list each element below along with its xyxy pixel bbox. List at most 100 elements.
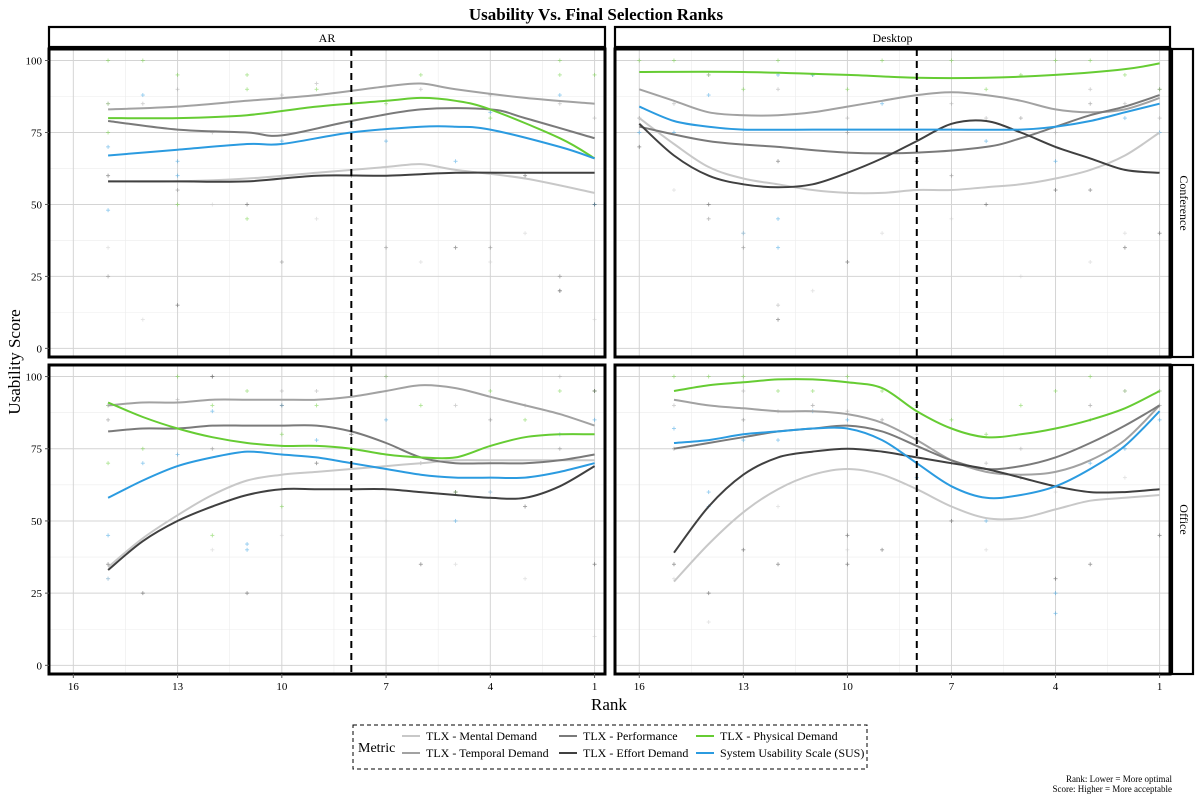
facet-strip-label: Desktop — [873, 31, 913, 45]
data-point-effort — [1157, 231, 1162, 236]
data-point-temporal — [1018, 446, 1023, 451]
data-point-effort — [592, 202, 597, 207]
legend-item-temporal: TLX - Temporal Demand — [402, 746, 549, 760]
data-point-effort — [592, 388, 597, 393]
data-point-sus — [776, 216, 781, 221]
x-tick-label: 7 — [383, 681, 389, 693]
data-point-physical — [314, 403, 319, 408]
data-point-performance — [384, 245, 389, 250]
y-tick-label: 100 — [26, 56, 43, 68]
legend-label: TLX - Effort Demand — [583, 746, 688, 760]
series-line-mental — [638, 117, 1161, 195]
data-point-physical — [245, 72, 250, 77]
data-point-effort — [245, 591, 250, 596]
data-point-sus — [175, 452, 180, 457]
data-point-physical — [384, 101, 389, 106]
data-point-effort — [210, 374, 215, 379]
data-point-temporal — [741, 388, 746, 393]
facet-panels: AR Desktop Conference Office 0 25 50 75 100 0 25 50… — [26, 25, 1195, 693]
data-point-sus — [1053, 159, 1058, 164]
data-point-sus — [741, 438, 746, 443]
panel-ar-conference: 0 25 50 75 100 — [26, 47, 607, 359]
legend-label: TLX - Temporal Demand — [426, 746, 549, 760]
legend-box — [352, 724, 868, 770]
data-point-physical — [245, 388, 250, 393]
data-point-mental — [1018, 274, 1023, 279]
data-point-effort — [453, 490, 458, 495]
data-point-mental — [453, 562, 458, 567]
data-point-sus — [1157, 417, 1162, 422]
data-point-physical — [557, 388, 562, 393]
data-point-mental — [776, 504, 781, 509]
data-point-physical — [245, 87, 250, 92]
y-tick-label: 0 — [37, 343, 43, 355]
data-point-effort — [949, 518, 954, 523]
data-point-temporal — [279, 388, 284, 393]
y-tick-label: 75 — [31, 444, 43, 456]
data-point-sus — [245, 542, 250, 547]
data-point-physical — [1018, 403, 1023, 408]
data-point-performance — [741, 245, 746, 250]
legend-label: System Usability Scale (SUS) — [720, 746, 864, 760]
series-line-physical — [108, 96, 596, 160]
data-point-effort — [741, 547, 746, 552]
panel-desktop-office: 16 13 10 7 4 1 — [613, 363, 1172, 693]
facet-strip-desktop — [613, 25, 1172, 49]
series-line-physical — [107, 401, 595, 460]
data-point-temporal — [1122, 388, 1127, 393]
series-line-physical — [639, 62, 1160, 80]
data-point-temporal — [106, 101, 111, 106]
data-point-physical — [741, 374, 746, 379]
data-point-sus — [880, 101, 885, 106]
data-point-physical — [1088, 58, 1093, 63]
x-tick-label: 4 — [1053, 681, 1059, 693]
data-point-temporal — [776, 87, 781, 92]
data-point-temporal — [140, 101, 145, 106]
data-point-physical — [314, 87, 319, 92]
legend-title: Metric — [358, 741, 395, 756]
data-point-temporal — [845, 116, 850, 121]
y-tick-label: 100 — [26, 372, 43, 384]
data-point-effort — [1053, 576, 1058, 581]
series-line-temporal — [108, 82, 595, 111]
data-point-sus — [1122, 446, 1127, 451]
data-point-effort — [706, 591, 711, 596]
data-point-effort — [523, 173, 528, 178]
data-point-sus — [314, 438, 319, 443]
data-point-temporal — [592, 116, 597, 121]
data-point-physical — [245, 216, 250, 221]
data-point-effort — [776, 562, 781, 567]
legend-label: TLX - Physical Demand — [720, 729, 838, 743]
data-point-sus — [453, 159, 458, 164]
data-point-temporal — [776, 303, 781, 308]
x-tick-label: 1 — [592, 681, 598, 693]
data-point-sus — [106, 208, 111, 213]
data-point-physical — [488, 388, 493, 393]
facet-strip-label: Conference — [1177, 175, 1191, 230]
data-point-effort — [523, 504, 528, 509]
data-point-physical — [418, 403, 423, 408]
series-line-effort — [638, 119, 1160, 189]
data-point-effort — [706, 202, 711, 207]
series-line-physical — [673, 378, 1161, 439]
data-point-sus — [140, 461, 145, 466]
data-point-sus — [637, 130, 642, 135]
data-point-mental — [949, 216, 954, 221]
legend-item-mental: TLX - Mental Demand — [402, 729, 537, 743]
data-point-performance — [557, 288, 562, 293]
data-point-mental — [592, 634, 597, 639]
x-tick-label: 4 — [488, 681, 494, 693]
y-tick-label: 75 — [31, 127, 43, 139]
data-point-physical — [949, 417, 954, 422]
data-point-mental — [741, 231, 746, 236]
data-point-performance — [1088, 403, 1093, 408]
data-point-performance — [210, 446, 215, 451]
legend-label: TLX - Mental Demand — [426, 729, 537, 743]
data-point-effort — [314, 461, 319, 466]
caption-line: Score: Higher = More acceptable — [1052, 784, 1172, 794]
data-point-performance — [557, 446, 562, 451]
data-point-mental — [671, 188, 676, 193]
data-point-physical — [810, 388, 815, 393]
